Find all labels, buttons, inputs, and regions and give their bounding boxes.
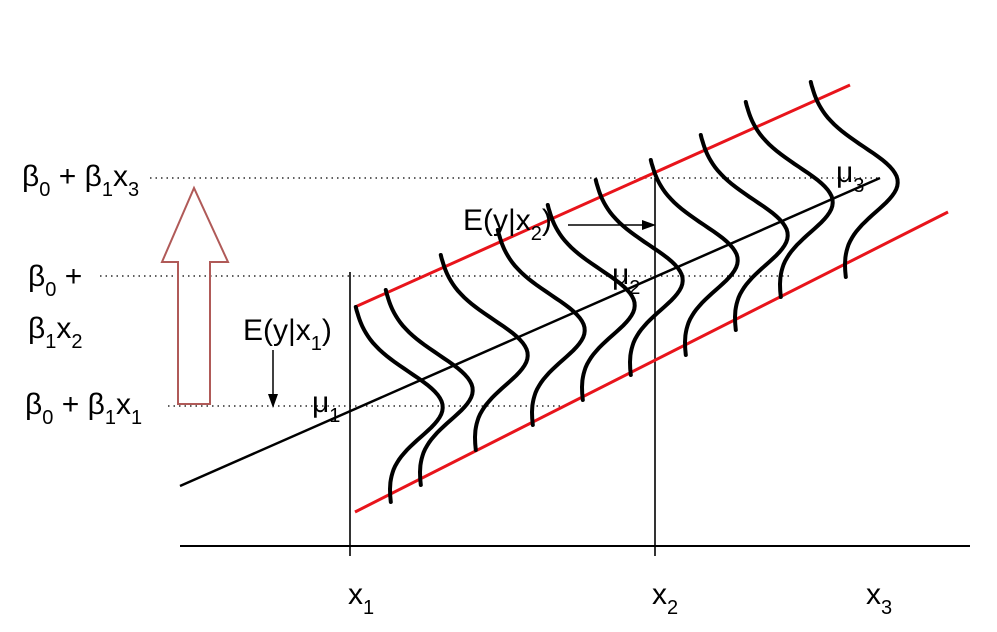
label-x1: x1 <box>348 578 374 619</box>
normal-curve <box>438 253 530 452</box>
label-mu3: μ3 <box>836 156 864 197</box>
lower-band-line <box>354 210 949 514</box>
normal-curve <box>495 228 587 427</box>
normal-curve <box>648 158 740 357</box>
normal-curve <box>593 178 685 377</box>
up-arrow <box>160 185 230 405</box>
label-beta0-beta1x3: β0 + β1x3 <box>22 160 139 201</box>
e2-arrow <box>568 220 656 230</box>
normal-curve <box>808 80 900 279</box>
normal-curve <box>353 305 445 504</box>
label-beta0-plus: β0 + <box>28 260 82 301</box>
label-e-y-given-x1: E(y|x1) <box>243 314 332 355</box>
normal-curves <box>353 80 900 504</box>
label-e-y-given-x2: E(y|x2) <box>463 204 552 245</box>
normal-curve <box>743 100 835 299</box>
regression-line <box>179 176 881 488</box>
e1-arrow <box>268 350 278 408</box>
normal-curve <box>545 203 637 402</box>
normal-curve <box>698 133 790 332</box>
label-beta1x2: β1x2 <box>28 312 83 353</box>
label-x2: x2 <box>652 578 678 619</box>
normal-curve <box>383 288 475 487</box>
label-mu1: μ1 <box>312 386 340 427</box>
label-beta0-beta1x1: β0 + β1x1 <box>25 388 142 429</box>
label-x3: x3 <box>866 578 892 619</box>
label-mu2: μ2 <box>612 258 640 299</box>
